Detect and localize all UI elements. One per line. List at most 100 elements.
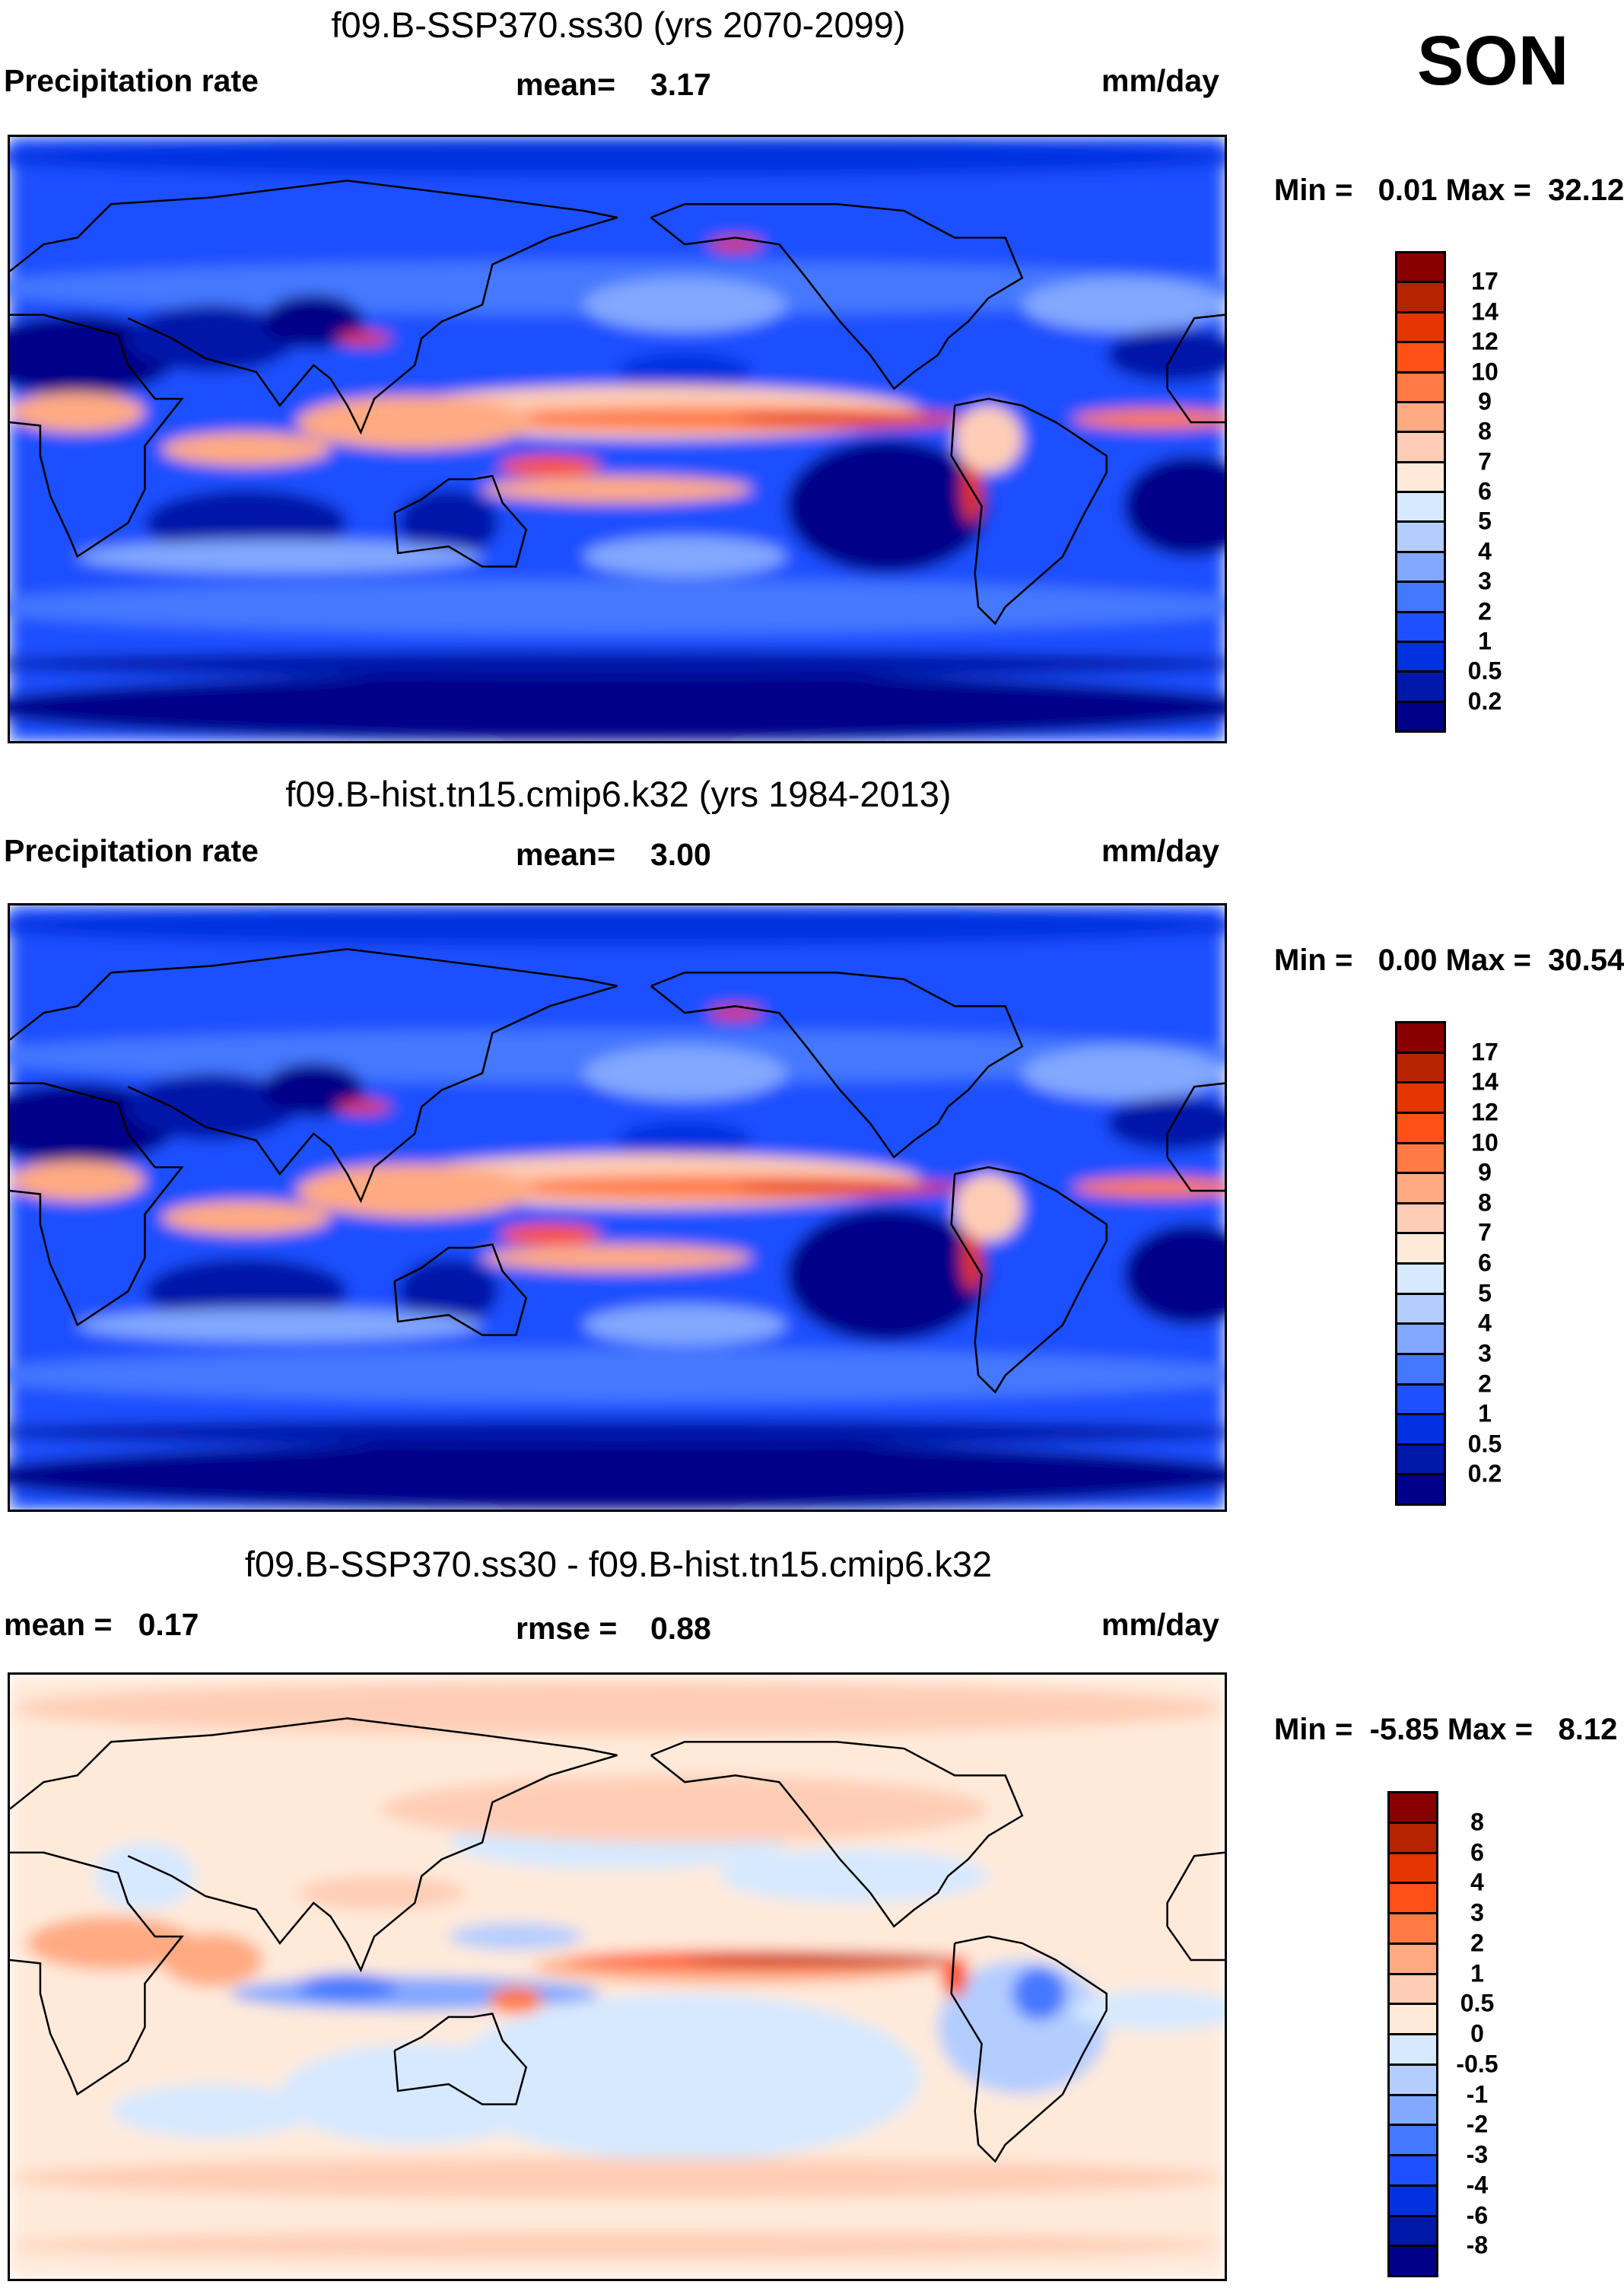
colorbar-box bbox=[1395, 431, 1446, 463]
coastline bbox=[952, 399, 1107, 624]
field-region bbox=[161, 1933, 263, 1987]
colorbar-box bbox=[1395, 1413, 1446, 1446]
colorbar-box bbox=[1395, 1292, 1446, 1325]
colorbar-box bbox=[1395, 1172, 1446, 1204]
field-region bbox=[10, 1681, 1225, 1736]
colorbar-label: -3 bbox=[1466, 2140, 1489, 2168]
field-region bbox=[1022, 1046, 1225, 1100]
colorbar-box bbox=[1387, 1942, 1438, 1975]
left-label: mean = 0.17 bbox=[4, 1607, 199, 1642]
colorbar-label: -4 bbox=[1466, 2171, 1489, 2199]
colorbar-label: 1 bbox=[1478, 1399, 1492, 1427]
field-region bbox=[380, 1775, 989, 1843]
colorbar-label: 12 bbox=[1471, 327, 1498, 355]
colorbar-label: 0.2 bbox=[1467, 1459, 1502, 1488]
units-label: mm/day bbox=[1101, 1607, 1219, 1642]
colorbar-label: 3 bbox=[1478, 1339, 1492, 1367]
field-region bbox=[297, 1876, 466, 1910]
colorbar-label: 1 bbox=[1470, 1959, 1484, 1987]
field-region bbox=[27, 1916, 195, 1971]
field-region bbox=[94, 1842, 195, 1910]
coastline bbox=[10, 180, 618, 432]
colorbar-box bbox=[1395, 400, 1446, 434]
season-label: SON bbox=[1417, 22, 1569, 100]
field-region bbox=[10, 673, 1225, 741]
field-region bbox=[10, 580, 1225, 634]
center-value: 0.88 bbox=[650, 1611, 711, 1646]
colorbar-label: 10 bbox=[1471, 358, 1498, 385]
min-max-label: Min = -5.85 Max = 8.12 bbox=[1274, 1713, 1618, 1746]
coastline bbox=[1168, 1853, 1225, 1960]
colorbar-label: 0.5 bbox=[1460, 1989, 1495, 2017]
colorbar-label: 8 bbox=[1470, 1808, 1484, 1836]
left-label: Precipitation rate bbox=[4, 63, 259, 98]
field-region bbox=[297, 1973, 399, 2000]
colorbar-box bbox=[1395, 460, 1446, 493]
coastline bbox=[10, 315, 182, 557]
field-region bbox=[337, 331, 392, 345]
field-region bbox=[499, 1224, 601, 1245]
center-value: 3.00 bbox=[650, 837, 711, 872]
field-region bbox=[1123, 1224, 1225, 1325]
coastline bbox=[952, 1936, 1107, 2162]
field-region bbox=[583, 1046, 787, 1100]
field-region bbox=[499, 456, 601, 476]
center-label: rmse = bbox=[516, 1611, 618, 1646]
field-region bbox=[448, 1993, 921, 2162]
field-region bbox=[262, 294, 364, 348]
colorbar-label: 2 bbox=[1478, 597, 1492, 625]
colorbar-label: 4 bbox=[1478, 1309, 1492, 1337]
colorbar-box bbox=[1395, 700, 1446, 733]
colorbar-box bbox=[1395, 341, 1446, 374]
field-region bbox=[955, 1173, 1022, 1242]
plot-title: f09.B-SSP370.ss30 - f09.B-hist.tn15.cmip… bbox=[244, 1544, 993, 1584]
field-region bbox=[10, 1418, 1225, 1446]
field-region bbox=[482, 1244, 752, 1271]
colorbar-box bbox=[1387, 2003, 1438, 2035]
colorbar-label: 5 bbox=[1478, 1279, 1492, 1307]
colorbar-label: 6 bbox=[1478, 1249, 1492, 1277]
colorbar-label: 0.2 bbox=[1467, 687, 1502, 715]
field-region bbox=[1022, 278, 1225, 332]
colorbar-box bbox=[1395, 491, 1446, 523]
colorbar-box bbox=[1395, 670, 1446, 703]
colorbar-box bbox=[1387, 1851, 1438, 1885]
units-label: mm/day bbox=[1101, 63, 1219, 98]
colorbar-box bbox=[1395, 1383, 1446, 1416]
coastline bbox=[1168, 315, 1225, 422]
field-region bbox=[583, 1304, 787, 1345]
colorbar-label: 9 bbox=[1478, 387, 1492, 415]
colorbar-box bbox=[1395, 640, 1446, 673]
coastline bbox=[10, 1718, 618, 1970]
field-region bbox=[262, 1063, 364, 1117]
colorbar-label: 14 bbox=[1471, 298, 1498, 326]
colorbar-label: 3 bbox=[1478, 567, 1492, 595]
field-region bbox=[735, 412, 972, 426]
field-region bbox=[488, 1987, 543, 2014]
field-region bbox=[617, 1120, 752, 1161]
field-region bbox=[77, 539, 483, 574]
colorbar-label: 1 bbox=[1478, 627, 1492, 655]
colorbar-box bbox=[1387, 2214, 1438, 2248]
colorbar-box bbox=[1395, 1473, 1446, 1506]
colorbar-box bbox=[1395, 281, 1446, 313]
colorbar-label: 7 bbox=[1478, 1218, 1492, 1246]
colorbar-label: 0.5 bbox=[1467, 657, 1502, 685]
field-region bbox=[77, 1308, 483, 1342]
coastline bbox=[651, 1742, 1022, 1927]
field-region bbox=[1073, 1177, 1225, 1198]
field-region bbox=[279, 2044, 550, 2145]
colorbar-label: 17 bbox=[1471, 1038, 1498, 1066]
colorbar-label: 5 bbox=[1478, 507, 1492, 535]
left-label: Precipitation rate bbox=[4, 833, 259, 868]
center-label: mean= bbox=[516, 67, 616, 102]
coastline bbox=[395, 476, 526, 567]
field-region bbox=[161, 1201, 331, 1235]
colorbar-box bbox=[1395, 1111, 1446, 1144]
colorbar-box bbox=[1395, 371, 1446, 403]
field-region bbox=[448, 1923, 584, 1950]
field-region bbox=[398, 489, 500, 557]
coastline bbox=[10, 1853, 182, 2095]
colorbar-box bbox=[1395, 1141, 1446, 1175]
colorbar-box bbox=[1395, 1081, 1446, 1114]
